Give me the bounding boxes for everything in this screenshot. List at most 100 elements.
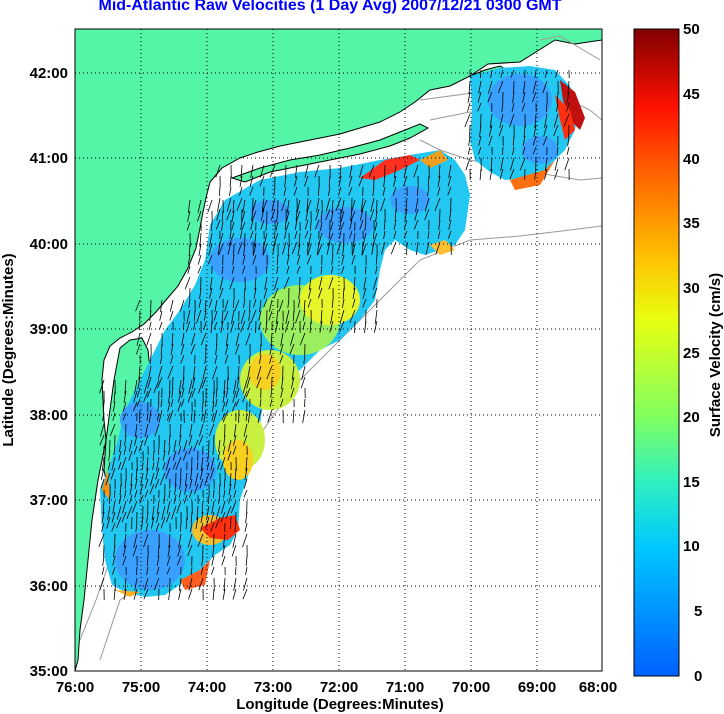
velocity-vector: [331, 298, 334, 309]
velocity-vector: [119, 494, 122, 504]
velocity-vector: [168, 434, 171, 447]
velocity-vector: [290, 332, 295, 346]
velocity-vector: [464, 113, 471, 128]
velocity-vector: [149, 354, 152, 365]
velocity-vector: [187, 265, 191, 274]
velocity-vector: [112, 401, 116, 412]
velocity-vector: [330, 221, 334, 231]
velocity-vector: [239, 175, 243, 187]
velocity-vector: [222, 533, 226, 548]
velocity-vector: [245, 511, 248, 523]
velocity-vector: [99, 577, 105, 591]
velocity-vector: [247, 321, 251, 330]
colorbar-tick-label: 25: [683, 345, 700, 362]
velocity-vector: [102, 500, 105, 515]
velocity-vector: [144, 577, 149, 591]
velocity-vector: [221, 210, 224, 223]
velocity-vector: [243, 434, 248, 446]
velocity-vector: [283, 276, 290, 290]
velocity-vector: [250, 230, 254, 239]
velocity-vector: [284, 175, 287, 187]
velocity-vector: [220, 456, 226, 471]
velocity-vector: [162, 450, 166, 461]
velocity-vector: [197, 254, 202, 265]
velocity-vector: [207, 450, 210, 461]
velocity-vector: [375, 254, 378, 266]
velocity-vector: [190, 343, 196, 355]
velocity-vector: [212, 588, 215, 601]
velocity-vector: [223, 379, 226, 395]
velocity-vector: [206, 461, 210, 470]
velocity-vector: [534, 113, 537, 129]
velocity-vector: [291, 241, 298, 255]
velocity-vector: [100, 478, 105, 489]
velocity-vector: [156, 566, 160, 575]
velocity-vector: [225, 387, 229, 398]
velocity-vector: [300, 376, 306, 389]
velocity-vector: [193, 321, 196, 330]
velocity-vector: [111, 522, 116, 532]
velocity-vector: [187, 544, 193, 557]
velocity-vector: [253, 232, 257, 247]
velocity-vector: [222, 409, 229, 423]
velocity-vector: [191, 387, 196, 398]
velocity-vector: [223, 577, 226, 592]
velocity-vector: [447, 175, 452, 187]
velocity-vector: [216, 208, 221, 221]
velocity-vector: [353, 276, 356, 291]
velocity-vector: [248, 354, 251, 365]
velocity-vector: [304, 230, 309, 239]
velocity-vector: [292, 321, 295, 330]
velocity-vector: [181, 387, 185, 398]
velocity-vector: [223, 489, 226, 498]
velocity-vector: [200, 332, 207, 346]
velocity-vector: [235, 332, 240, 346]
velocity-vector: [231, 265, 235, 274]
velocity-vector: [358, 175, 364, 187]
velocity-vector: [284, 219, 287, 231]
velocity-vector: [99, 434, 105, 446]
velocity-vector: [534, 168, 537, 180]
velocity-vector: [237, 365, 240, 381]
velocity-vector: [266, 365, 273, 380]
velocity-vector: [250, 164, 254, 178]
velocity-vector: [308, 276, 312, 290]
velocity-vector: [188, 588, 193, 600]
velocity-vector: [437, 186, 441, 196]
velocity-vector: [282, 241, 287, 255]
velocity-vector: [144, 478, 149, 489]
velocity-vector: [188, 577, 193, 591]
velocity-vector: [239, 186, 243, 196]
velocity-vector: [268, 310, 273, 321]
colorbar-gradient: [633, 28, 680, 677]
velocity-vector: [335, 197, 342, 212]
velocity-vector: [121, 456, 127, 471]
velocity-vector: [314, 219, 320, 230]
velocity-vector: [157, 445, 160, 456]
velocity-vector: [211, 555, 215, 566]
velocity-vector: [204, 299, 207, 313]
velocity-vector: [109, 423, 116, 437]
velocity-vector: [301, 365, 306, 380]
velocity-vector: [145, 467, 149, 480]
velocity-vector: [199, 478, 204, 489]
velocity-vector: [205, 516, 210, 529]
velocity-vector: [521, 102, 526, 112]
velocity-vector: [231, 221, 235, 231]
velocity-vector: [522, 91, 526, 103]
velocity-vector: [270, 387, 273, 398]
velocity-vector: [499, 113, 504, 128]
velocity-vector: [282, 321, 284, 331]
velocity-vector: [308, 287, 312, 299]
velocity-vector: [211, 566, 215, 575]
velocity-vector: [225, 343, 229, 355]
velocity-vector: [339, 320, 345, 333]
velocity-vector: [110, 467, 116, 480]
velocity-vector: [146, 412, 149, 421]
velocity-vector: [111, 511, 116, 523]
velocity-vector: [263, 232, 268, 247]
velocity-vector: [434, 197, 441, 212]
velocity-vector: [393, 230, 397, 239]
velocity-vector: [146, 511, 149, 523]
velocity-vector: [509, 168, 515, 180]
